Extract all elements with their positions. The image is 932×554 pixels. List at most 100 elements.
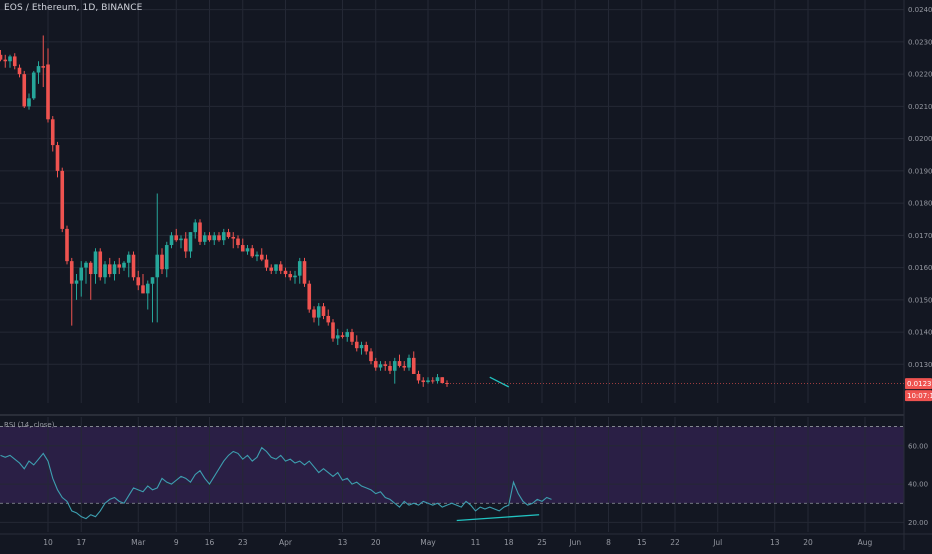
price-tick-label: 0.018000: [908, 200, 932, 208]
candle-body: [74, 280, 79, 284]
candle-body: [269, 267, 274, 271]
x-tick-label: 17: [76, 538, 86, 547]
candle-body: [359, 344, 364, 349]
candle-body: [407, 357, 411, 368]
rsi-title: RSI (14, close): [4, 421, 55, 429]
price-tick-label: 0.023000: [908, 38, 932, 46]
x-tick-label: 13: [770, 538, 780, 547]
candle-body: [435, 377, 440, 382]
candle-body: [79, 267, 84, 281]
candle-body: [345, 332, 350, 337]
candle-body: [321, 306, 326, 316]
candle-body: [117, 264, 122, 268]
countdown-tag: [905, 390, 932, 402]
candle-body: [50, 119, 55, 146]
candle-body: [278, 264, 283, 271]
last-price-value: 0.012397: [907, 380, 932, 388]
x-tick-label: 13: [338, 538, 348, 547]
x-tick-label: 9: [174, 538, 179, 547]
candle-body: [41, 66, 46, 68]
last-price-tag: [905, 378, 932, 390]
candle-body: [316, 306, 321, 318]
candle-body: [84, 262, 88, 268]
candle-body: [202, 235, 207, 242]
price-tick-label: 0.020000: [908, 135, 932, 143]
candle-body: [430, 380, 435, 382]
candle-body: [388, 365, 392, 371]
x-tick-label: 22: [670, 538, 680, 547]
candle-body: [354, 341, 359, 349]
candle-body: [126, 254, 131, 263]
x-tick-label: 15: [637, 538, 647, 547]
candle-body: [36, 66, 41, 73]
candle-body: [373, 361, 378, 368]
x-tick-label: 8: [606, 538, 611, 547]
candle-body: [416, 373, 421, 381]
candle-body: [169, 235, 174, 246]
candle-body: [55, 145, 60, 171]
price-tick-label: 0.022000: [908, 71, 932, 79]
x-tick-label: 25: [537, 538, 547, 547]
candle-body: [383, 364, 388, 366]
candle-body: [392, 361, 397, 371]
candle-body: [103, 264, 107, 278]
candle-body: [221, 232, 226, 241]
price-tick-label: 0.016000: [908, 264, 932, 272]
candle-body: [340, 335, 345, 337]
candle-body: [217, 235, 221, 241]
x-tick-label: 10: [43, 538, 53, 547]
candle-body: [350, 332, 354, 342]
x-tick-label: 23: [238, 538, 248, 547]
x-tick-label: 16: [205, 538, 215, 547]
candle-body: [293, 275, 297, 278]
candle-body: [207, 235, 212, 241]
candle-body: [179, 238, 183, 241]
candle-body: [255, 254, 259, 257]
candle-body: [231, 236, 236, 239]
candle-body: [411, 357, 416, 374]
x-tick-label: Jul: [712, 538, 722, 547]
candle-body: [312, 309, 316, 318]
candle-body: [264, 259, 269, 268]
candle-body: [174, 235, 179, 241]
rsi-tick-label: 60.00: [908, 442, 928, 450]
candle-body: [378, 364, 383, 368]
rsi-tick-label: 40.00: [908, 481, 928, 489]
candle-body: [236, 238, 240, 246]
candle-body: [212, 235, 217, 241]
candle-body: [46, 64, 50, 120]
candle-body: [136, 277, 141, 286]
candle-body: [141, 285, 145, 294]
candle-body: [426, 380, 430, 383]
candle-body: [131, 254, 136, 278]
candles-group: [0, 35, 449, 387]
candle-body: [69, 261, 74, 284]
price-tick-label: 0.021000: [908, 103, 932, 111]
candle-body: [307, 283, 312, 310]
symbol-title: EOS / Ethereum, 1D, BINANCE: [4, 3, 143, 13]
x-tick-label: 18: [504, 538, 514, 547]
candle-body: [240, 245, 245, 252]
candle-body: [440, 377, 445, 384]
x-tick-label: Mar: [131, 538, 146, 547]
candle-body: [193, 222, 198, 233]
price-tick-label: 0.013000: [908, 361, 932, 369]
candle-body: [274, 264, 278, 271]
candle-body: [31, 72, 36, 99]
candle-body: [145, 283, 150, 294]
x-tick-label: Apr: [279, 538, 293, 547]
candle-body: [12, 56, 17, 67]
candle-body: [245, 248, 250, 252]
candle-body: [60, 170, 65, 229]
candle-body: [283, 270, 288, 275]
x-tick-label: Jun: [568, 538, 581, 547]
candle-body: [326, 315, 331, 323]
candle-body: [112, 264, 117, 275]
candle-body: [122, 262, 126, 268]
x-tick-label: 11: [471, 538, 481, 547]
price-tick-label: 0.019000: [908, 167, 932, 175]
candle-body: [421, 380, 426, 383]
candle-body: [369, 351, 373, 362]
